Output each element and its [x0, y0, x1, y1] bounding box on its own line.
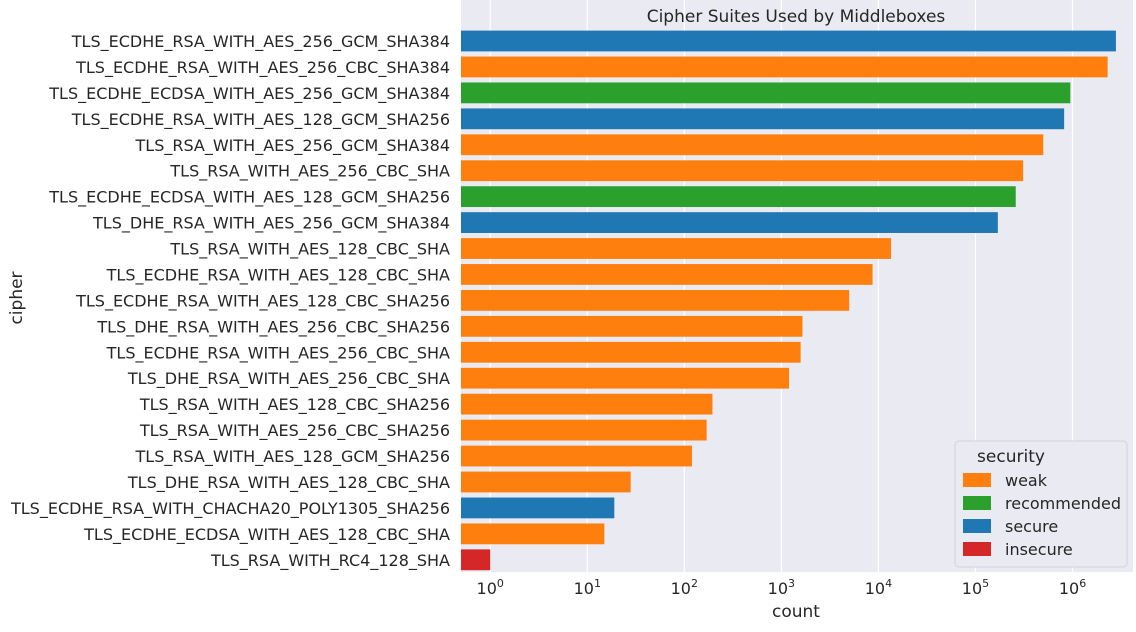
legend-swatch [963, 496, 991, 510]
y-tick-label: TLS_RSA_WITH_AES_256_CBC_SHA [169, 162, 450, 182]
y-tick-label: TLS_RSA_WITH_AES_128_CBC_SHA [169, 240, 450, 260]
x-tick-label: 101 [574, 577, 601, 598]
y-tick-label: TLS_ECDHE_RSA_WITH_CHACHA20_POLY1305_SHA… [10, 499, 450, 519]
bar [461, 30, 1116, 52]
legend-box [954, 440, 1128, 568]
y-tick-labels: TLS_ECDHE_RSA_WITH_AES_256_GCM_SHA384 TLS… [10, 32, 450, 571]
bar [461, 160, 1024, 182]
y-tick-label: TLS_ECDHE_RSA_WITH_AES_128_CBC_SHA256 [75, 291, 450, 311]
y-tick-label: TLS_ECDHE_RSA_WITH_AES_256_CBC_SHA [106, 343, 450, 363]
bar [461, 315, 803, 337]
y-tick-label: TLS_RSA_WITH_AES_256_CBC_SHA256 [139, 421, 450, 441]
y-tick-label: TLS_ECDHE_RSA_WITH_AES_128_CBC_SHA [106, 265, 450, 285]
y-tick-label: TLS_DHE_RSA_WITH_AES_256_CBC_SHA [127, 369, 450, 389]
bar [461, 108, 1065, 130]
legend-swatch [963, 542, 991, 556]
y-tick-label: TLS_RSA_WITH_AES_128_GCM_SHA256 [135, 447, 451, 467]
bar [461, 445, 692, 467]
bar [461, 212, 998, 233]
y-axis-label: cipher [7, 271, 27, 324]
y-tick-label: TLS_RSA_WITH_AES_256_GCM_SHA384 [135, 136, 451, 156]
bar [461, 82, 1071, 104]
x-tick-labels: 100 101 102 103 104 105 106 [477, 577, 1087, 598]
bar-layer [461, 30, 1116, 571]
bar [461, 134, 1044, 156]
y-tick-label: TLS_ECDHE_RSA_WITH_AES_256_CBC_SHA384 [75, 58, 450, 78]
bar [461, 341, 801, 363]
legend-label: insecure [1005, 540, 1073, 559]
y-tick-label: TLS_ECDHE_ECDSA_WITH_AES_128_GCM_SHA256 [48, 188, 450, 208]
legend: security weak recommended secure insecure [954, 440, 1128, 568]
x-tick-label: 104 [865, 577, 892, 598]
bar [461, 367, 790, 389]
bar [461, 549, 491, 571]
y-tick-label: TLS_ECDHE_ECDSA_WITH_AES_256_GCM_SHA384 [48, 84, 450, 104]
bar [461, 471, 631, 493]
bar [461, 497, 615, 519]
y-tick-label: TLS_DHE_RSA_WITH_AES_256_CBC_SHA256 [96, 317, 450, 337]
bar [461, 56, 1108, 78]
bar [461, 393, 713, 415]
x-tick-label: 106 [1059, 577, 1086, 598]
y-tick-label: TLS_ECDHE_ECDSA_WITH_AES_128_CBC_SHA [83, 525, 450, 545]
y-tick-label: TLS_DHE_RSA_WITH_AES_128_CBC_SHA [127, 473, 450, 493]
chart-title: Cipher Suites Used by Middleboxes [647, 7, 946, 27]
legend-label: recommended [1005, 494, 1121, 513]
legend-label: weak [1005, 471, 1048, 490]
y-tick-label: TLS_ECDHE_RSA_WITH_AES_256_GCM_SHA384 [71, 32, 450, 52]
bar [461, 419, 707, 441]
bar [461, 186, 1016, 208]
bar [461, 238, 892, 259]
y-tick-label: TLS_DHE_RSA_WITH_AES_256_GCM_SHA384 [92, 214, 450, 234]
x-tick-label: 105 [962, 577, 989, 598]
x-tick-label: 100 [477, 577, 504, 598]
x-tick-label: 103 [768, 577, 795, 598]
x-axis-label: count [772, 602, 820, 622]
legend-title: security [977, 447, 1045, 467]
y-tick-label: TLS_RSA_WITH_RC4_128_SHA [210, 551, 450, 571]
bar [461, 264, 873, 285]
x-tick-label: 102 [671, 577, 698, 598]
legend-swatch [963, 519, 991, 533]
bar [461, 523, 605, 545]
y-tick-label: TLS_ECDHE_RSA_WITH_AES_128_GCM_SHA256 [71, 110, 450, 130]
legend-swatch [963, 473, 991, 487]
bar [461, 290, 850, 311]
y-tick-label: TLS_RSA_WITH_AES_128_CBC_SHA256 [139, 395, 450, 415]
legend-label: secure [1005, 517, 1058, 536]
